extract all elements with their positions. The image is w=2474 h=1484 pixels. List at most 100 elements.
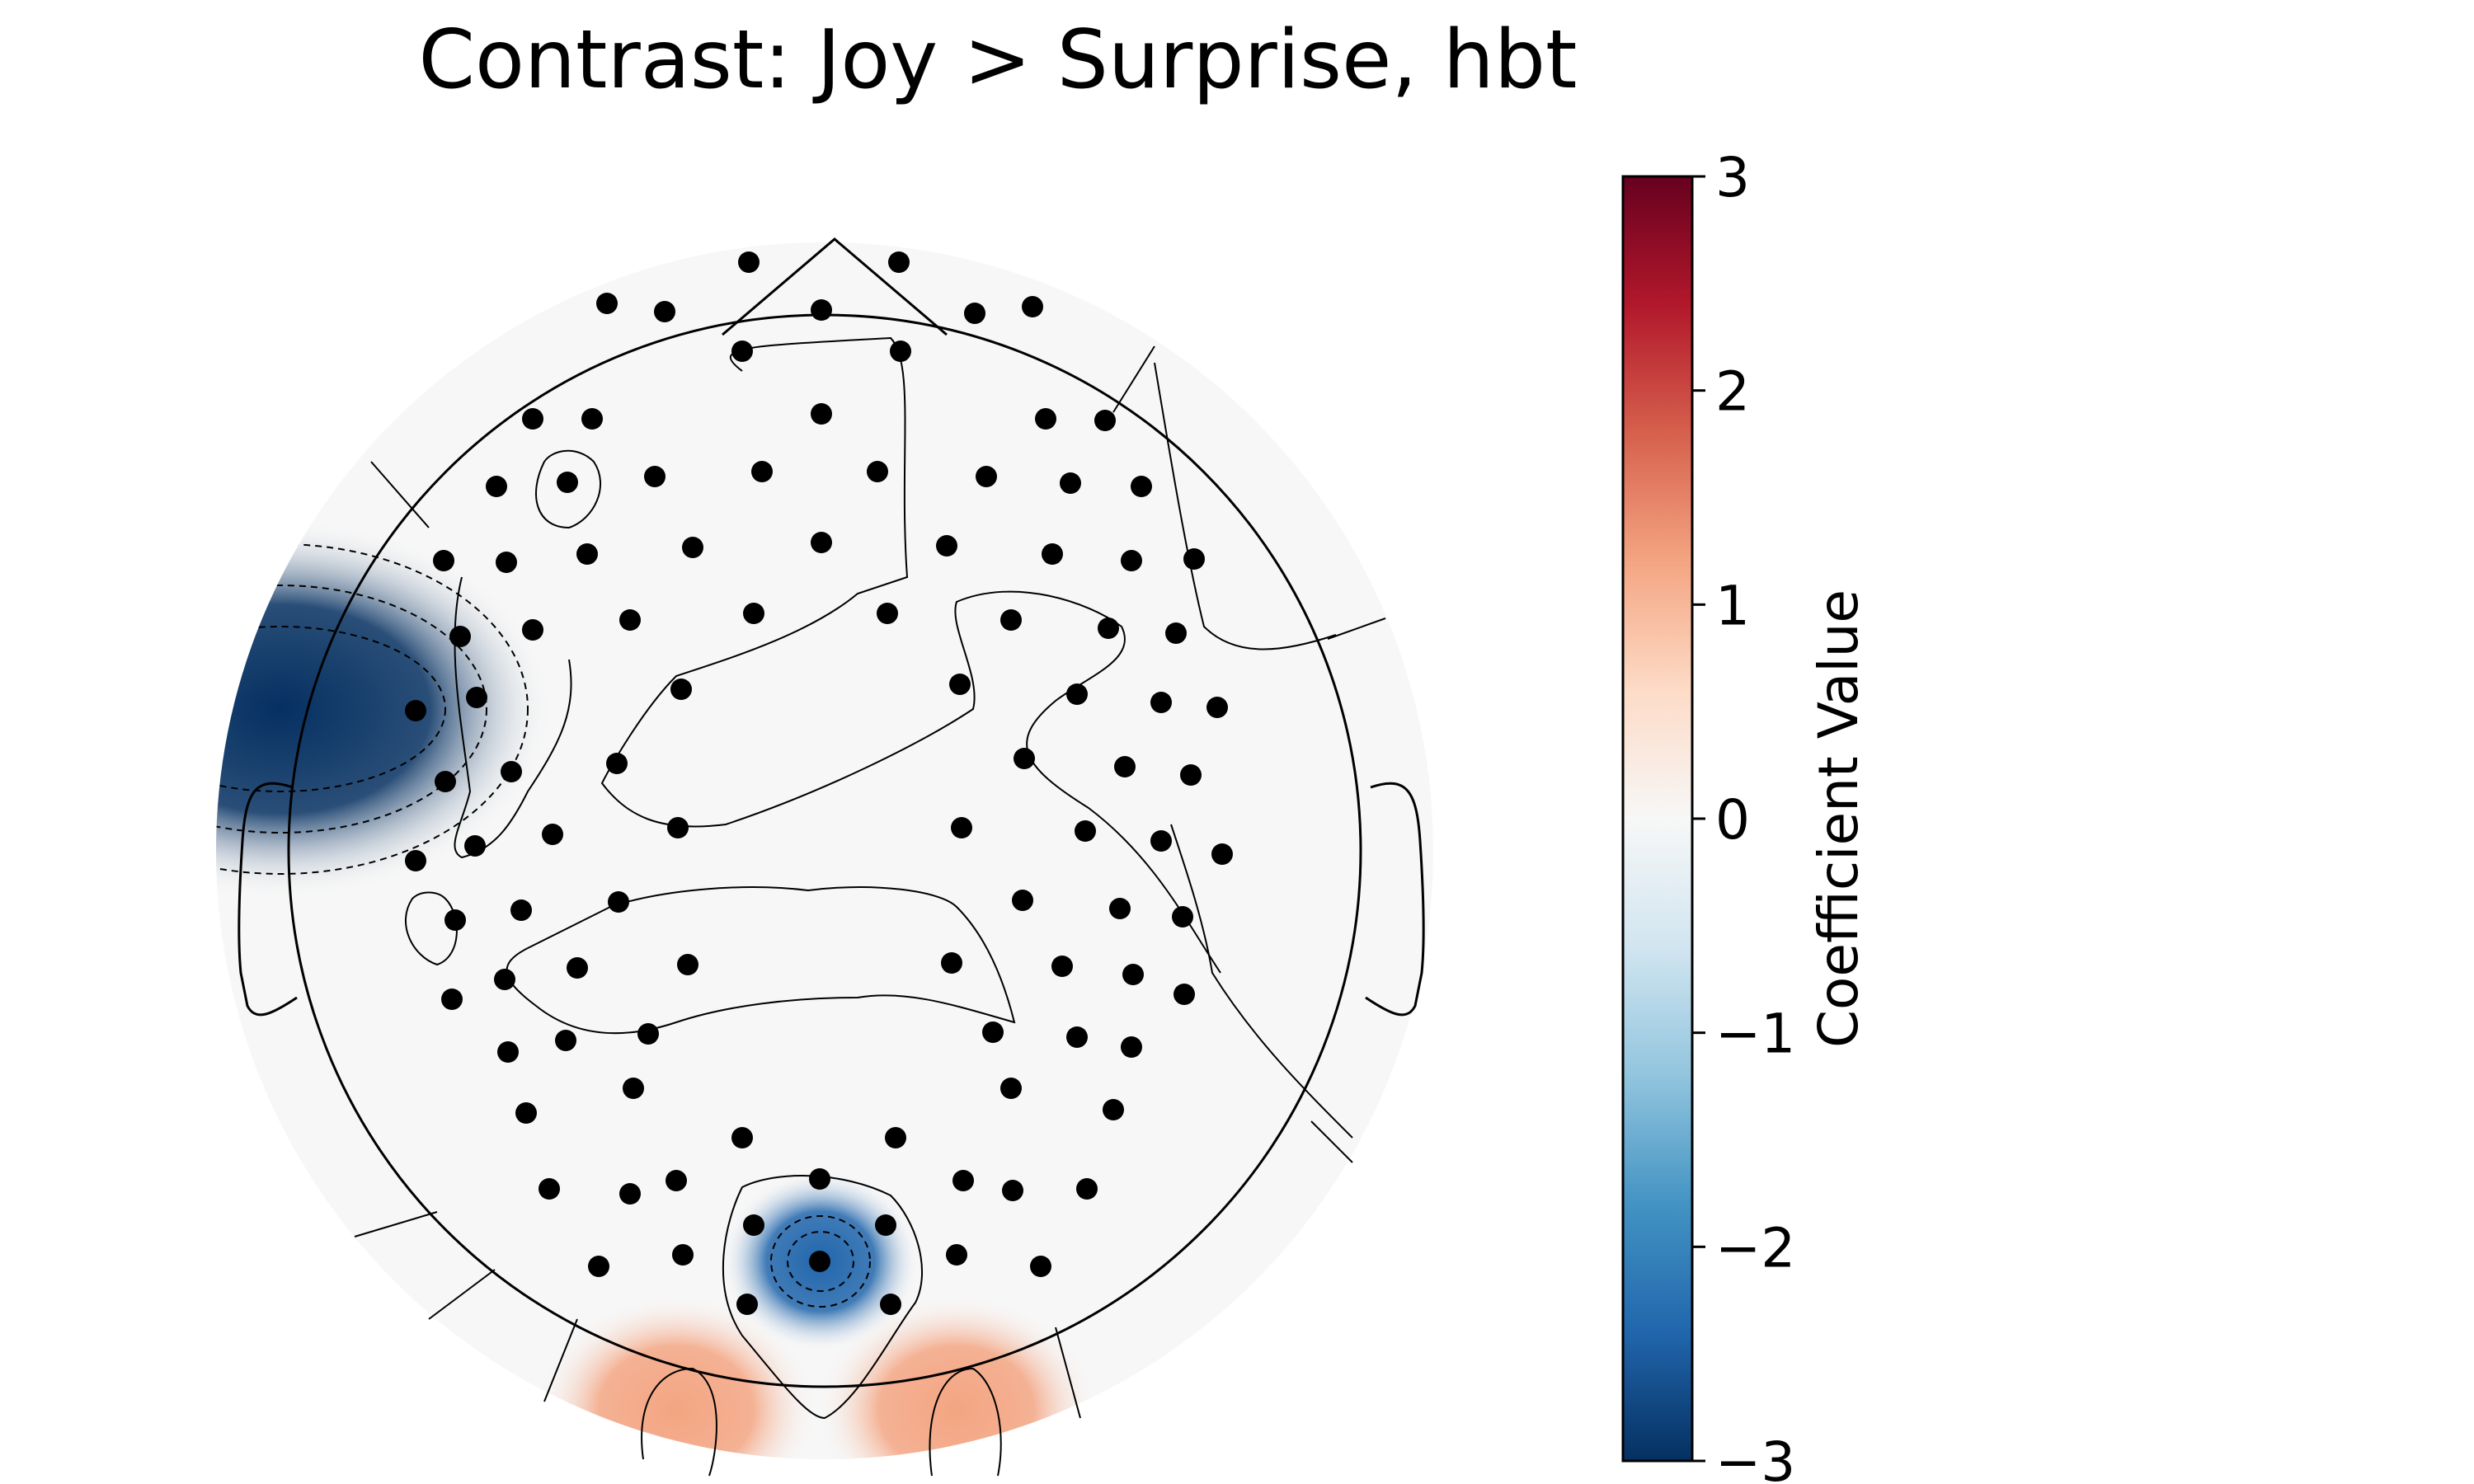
colorbar-gradient xyxy=(1621,175,1694,1463)
sensor-marker xyxy=(501,761,522,782)
topomap-background xyxy=(216,242,1433,1459)
sensor-marker xyxy=(1030,1256,1051,1277)
sensor-marker xyxy=(588,1256,609,1277)
sensor-marker xyxy=(1122,964,1144,985)
sensor-marker xyxy=(811,532,832,553)
sensor-marker xyxy=(1066,683,1088,705)
colorbar-tick-label: 1 xyxy=(1715,574,1750,637)
sensor-marker xyxy=(433,550,454,571)
sensor-marker xyxy=(1098,618,1119,639)
sensor-marker xyxy=(1206,697,1228,718)
sensor-marker xyxy=(497,1041,519,1063)
sensor-marker xyxy=(1022,296,1043,317)
region-left-temporal xyxy=(216,519,553,899)
sensor-marker xyxy=(619,1183,641,1205)
colorbar-tick-label: −1 xyxy=(1715,1003,1795,1066)
sensor-marker xyxy=(1183,548,1205,570)
sensor-marker xyxy=(743,603,764,624)
grid-line xyxy=(1310,1120,1353,1163)
colorbar: 3 2 1 0 −1 −2 −3 Coefficient Value xyxy=(1621,146,1870,1484)
sensor-marker xyxy=(1075,820,1096,842)
sensor-marker xyxy=(811,299,832,321)
topomap xyxy=(216,237,1433,1477)
sensor-marker xyxy=(567,957,588,979)
sensor-marker xyxy=(435,771,456,792)
sensor-marker xyxy=(1012,890,1033,911)
sensor-markers xyxy=(405,251,1233,1315)
sensor-marker xyxy=(682,537,703,558)
sensor-marker xyxy=(672,1244,694,1266)
sensor-marker xyxy=(494,969,515,990)
grid-line xyxy=(370,461,430,528)
colorbar-tick-label: 0 xyxy=(1715,788,1750,852)
sensor-marker xyxy=(1121,550,1142,571)
sensor-marker xyxy=(1000,609,1022,631)
nose-outline xyxy=(722,237,948,336)
contour-lines xyxy=(404,336,1353,1477)
sensor-marker xyxy=(951,817,972,838)
sensor-marker xyxy=(731,1127,753,1148)
grid-line xyxy=(1327,618,1386,640)
sensor-marker xyxy=(539,1178,560,1200)
negative-contour xyxy=(770,1215,871,1308)
sensor-marker xyxy=(880,1294,901,1315)
sensor-marker xyxy=(667,817,689,838)
sensor-marker xyxy=(1002,1180,1023,1201)
contour-line xyxy=(404,891,458,966)
sensor-marker xyxy=(738,251,760,273)
negative-contour xyxy=(216,543,529,875)
contour-line xyxy=(929,1367,1002,1477)
sensor-marker xyxy=(888,251,910,273)
grid-line xyxy=(1055,1327,1081,1419)
sensor-marker xyxy=(677,954,698,975)
sensor-grid-lines xyxy=(354,345,1386,1419)
sensor-marker xyxy=(941,952,962,974)
sensor-marker xyxy=(557,472,578,493)
grid-line xyxy=(1112,345,1155,413)
grid-line xyxy=(354,1211,438,1237)
sensor-marker xyxy=(405,850,426,871)
sensor-marker xyxy=(1035,408,1056,430)
sensor-marker xyxy=(946,1244,967,1266)
colorbar-tick-label: −3 xyxy=(1715,1430,1795,1484)
sensor-marker xyxy=(496,552,517,573)
contour-line xyxy=(600,336,1221,974)
sensor-marker xyxy=(1121,1036,1142,1058)
negative-contour xyxy=(216,626,446,792)
sensor-marker xyxy=(1180,764,1202,786)
sensor-marker xyxy=(654,301,675,322)
sensor-marker xyxy=(811,403,832,425)
colorbar-label: Coefficient Value xyxy=(1807,589,1870,1048)
sensor-marker xyxy=(581,408,603,430)
sensor-marker xyxy=(875,1214,896,1236)
sensor-marker xyxy=(890,340,911,362)
sensor-marker xyxy=(542,824,563,845)
sensor-marker xyxy=(576,543,598,565)
sensor-marker xyxy=(486,476,507,497)
sensor-marker xyxy=(743,1214,764,1236)
left-ear-outline xyxy=(238,782,298,1017)
sensor-marker xyxy=(885,1127,906,1148)
sensor-marker xyxy=(731,340,753,362)
sensor-marker xyxy=(644,466,666,487)
sensor-marker xyxy=(1131,476,1152,497)
sensor-marker xyxy=(555,1030,576,1051)
sensor-marker xyxy=(1103,1099,1124,1120)
contour-line xyxy=(535,449,602,529)
contour-line xyxy=(1170,824,1353,1139)
contour-line xyxy=(641,1367,717,1477)
colorbar-tick-label: −2 xyxy=(1715,1216,1795,1280)
sensor-marker xyxy=(515,1102,537,1124)
sensor-marker xyxy=(867,461,888,482)
sensor-marker xyxy=(1051,956,1073,977)
sensor-marker xyxy=(877,603,898,624)
sensor-marker xyxy=(809,1168,830,1190)
chart-title: Contrast: Joy > Surprise, hbt xyxy=(418,13,1578,107)
region-occipital-left xyxy=(536,1294,816,1459)
sensor-marker xyxy=(466,687,487,708)
sensor-marker xyxy=(1165,622,1187,644)
negative-contours xyxy=(216,543,871,1308)
sensor-marker xyxy=(444,909,466,931)
sensor-marker xyxy=(637,1023,659,1045)
sensor-marker xyxy=(1174,984,1195,1005)
